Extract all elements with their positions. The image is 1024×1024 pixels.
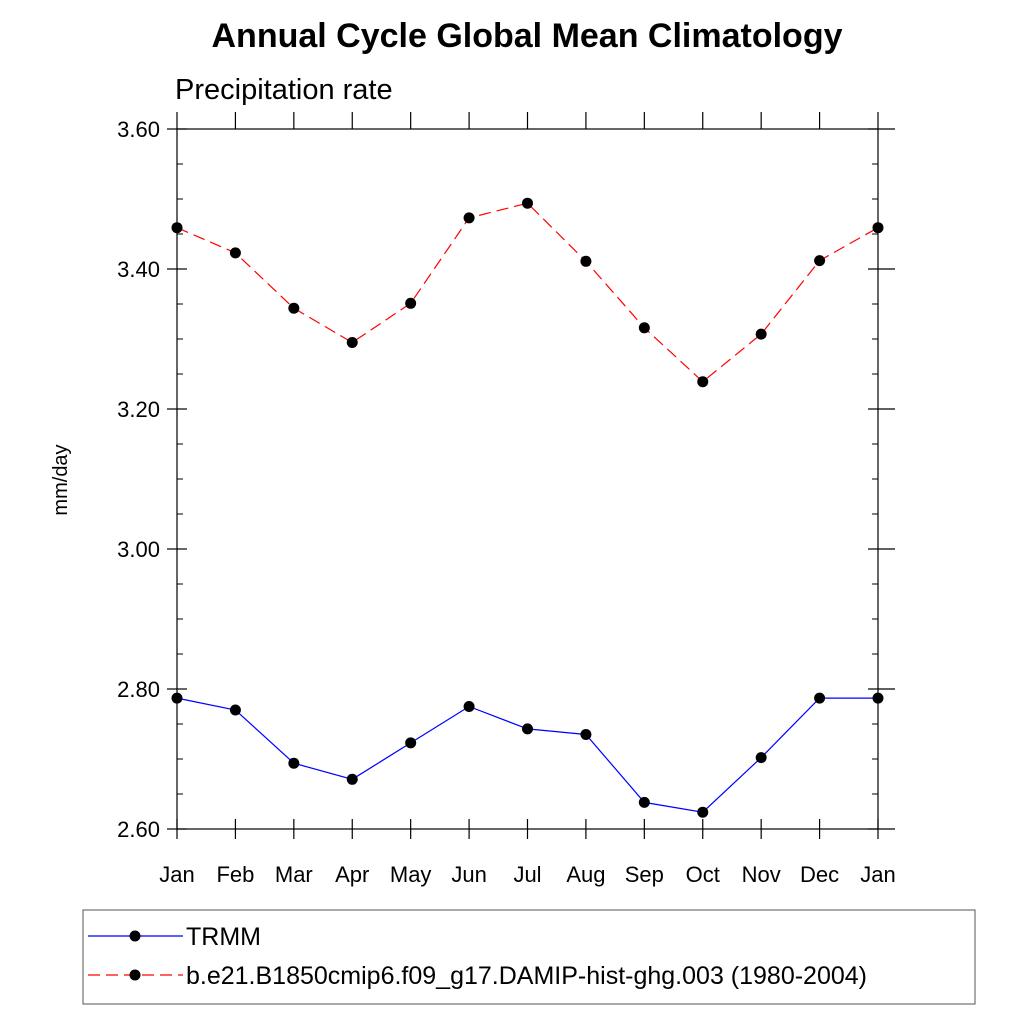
x-tick-label: Mar <box>275 862 313 887</box>
series-0-point <box>229 704 241 716</box>
x-tick-label: Jun <box>451 862 486 887</box>
series-0-point <box>346 773 358 785</box>
series-1-point <box>580 255 592 267</box>
x-tick-label: Sep <box>625 862 664 887</box>
y-tick-label: 3.20 <box>117 397 160 422</box>
legend-box <box>82 909 976 1005</box>
y-tick-labels: 2.60 2.80 3.00 3.20 3.40 3.60 <box>117 117 160 842</box>
series-0-point <box>522 723 533 735</box>
y-tick-label: 2.80 <box>117 677 160 702</box>
legend-label-1: b.e21.B1850cmip6.f09_g17.DAMIP-hist-ghg.… <box>186 962 867 990</box>
series-1-point <box>872 222 884 234</box>
data-series <box>171 197 884 818</box>
legend-marker-0 <box>129 930 141 942</box>
series-line-0 <box>176 697 878 813</box>
x-tick-label: Apr <box>335 862 369 887</box>
series-1-point <box>346 337 358 348</box>
series-0-point <box>755 752 767 764</box>
series-0-point <box>463 701 475 712</box>
x-tick-labels: Jan Feb Mar Apr May Jun Jul Aug Sep Oct Nov Dec Jan <box>159 862 895 887</box>
x-tick-label: May <box>390 862 432 887</box>
y-tick-label: 3.40 <box>117 257 160 282</box>
chart-title: Annual Cycle Global Mean Climatology <box>212 17 843 55</box>
series-0-point <box>405 737 417 749</box>
series-0-point <box>288 757 300 769</box>
x-tick-label: Jan <box>159 862 194 887</box>
x-tick-label: Aug <box>566 862 605 887</box>
x-tick-label: Jan <box>860 862 895 887</box>
series-1-point <box>697 376 709 388</box>
series-1-point <box>638 322 650 334</box>
series-0-point <box>697 806 709 818</box>
series-0-point <box>638 796 650 808</box>
x-tick-label: Nov <box>742 862 781 887</box>
series-1-point <box>755 328 767 340</box>
series-1-point <box>288 302 300 314</box>
series-0-point <box>171 692 183 704</box>
y-tick-label: 3.00 <box>117 537 160 562</box>
series-0-point <box>580 729 592 740</box>
series-1-point <box>229 247 241 259</box>
series-line-1 <box>176 202 879 383</box>
series-1-point <box>463 212 475 224</box>
series-1-point <box>171 222 183 234</box>
y-axis-label: mm/day <box>50 444 72 515</box>
legend: TRMM b.e21.B1850cmip6.f09_g17.DAMIP-hist-… <box>88 923 867 990</box>
series-1-point <box>522 197 533 209</box>
x-tick-label: Dec <box>800 862 839 887</box>
legend-label-0: TRMM <box>186 923 261 951</box>
x-tick-label: Feb <box>216 862 254 887</box>
y-tick-label: 3.60 <box>117 117 160 142</box>
legend-marker-1 <box>129 969 141 981</box>
series-1-point <box>405 297 417 309</box>
x-tick-label: Oct <box>686 862 720 887</box>
chart-subtitle: Precipitation rate <box>175 74 393 106</box>
series-0-point <box>814 692 826 704</box>
axis-ticks <box>167 112 895 839</box>
series-1-point <box>814 255 826 267</box>
y-tick-label: 2.60 <box>117 817 160 842</box>
x-tick-label: Jul <box>513 862 541 887</box>
series-0-point <box>872 692 884 704</box>
